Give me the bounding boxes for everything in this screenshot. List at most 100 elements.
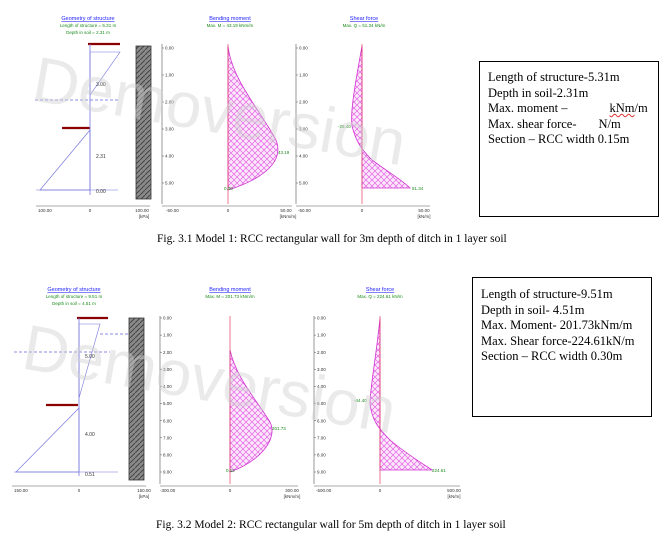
y-axis-tick-label: 5.00 — [165, 181, 174, 186]
passive-pressure-diagram — [39, 129, 91, 191]
info-length: Length of structure-9.51m — [481, 287, 613, 301]
moment-x-unit: [kNm/m] — [280, 214, 297, 219]
y-axis-tick-label: 0.00 — [165, 46, 174, 51]
shear-x-unit: [kN/m] — [448, 494, 461, 499]
moment-x-tick: 50.00 — [280, 208, 292, 213]
moment-x-tick: 0 — [227, 208, 230, 213]
shear-x-tick: 500.00 — [447, 488, 461, 493]
info-section: Section – RCC width 0.30m — [481, 349, 623, 363]
shear-x-tick: 50.00 — [418, 208, 430, 213]
y-axis-tick-label: 3.00 — [317, 367, 326, 372]
y-axis-tick-label: 4.00 — [163, 384, 172, 389]
info-moment-label: Max. moment – — [488, 101, 568, 115]
wall-section — [128, 317, 145, 481]
shear-neg-label: -44.40 — [354, 398, 367, 403]
dimension-lower: 2.31 — [96, 154, 106, 160]
y-axis-tick-label: 5.00 — [317, 401, 326, 406]
geometry-length-label: Length of structure = 9.51 m — [46, 294, 103, 299]
geometry-x-unit: [kPa] — [139, 494, 149, 499]
moment-diagram — [227, 45, 279, 191]
shear-subtitle: Max. Q = 51.34 kN/m — [343, 23, 386, 28]
geometry-title: Geometry of structure — [47, 287, 100, 293]
moment-base-label: 0.00 — [224, 186, 233, 191]
shear-x-unit: [kN/m] — [418, 214, 431, 219]
dimension-bottom: 0.51 — [85, 472, 95, 478]
geometry-title: Geometry of structure — [61, 16, 114, 22]
info-moment-unit-suffix: /m — [634, 101, 648, 115]
info-moment: Max. moment – kNm/m — [488, 101, 650, 117]
model1-caption: Fig. 3.1 Model 1: RCC rectangular wall f… — [157, 233, 507, 245]
y-axis-tick-label: 2.00 — [317, 350, 326, 355]
info-depth: Depth in soil-2.31m — [488, 85, 589, 100]
y-axis-tick-label: 0.00 — [163, 316, 172, 321]
y-axis-tick-label: 4.00 — [165, 154, 174, 159]
info-length: Length of structure-5.31m — [488, 70, 620, 84]
geometry-x-tick: 100.00 — [38, 208, 52, 213]
model1-figure: Geometry of structure Length of structur… — [28, 16, 431, 219]
watermark: Demoversion — [18, 311, 402, 447]
y-axis-tick-label: 8.00 — [163, 452, 172, 457]
wall-section — [135, 45, 152, 200]
model2-info-box: Length of structure-9.51m Depth in soil-… — [472, 277, 652, 417]
info-shear: Max. shear force- N/m — [488, 117, 650, 133]
shear-neg-label: -26.40 — [338, 124, 351, 129]
model2-figure: Geometry of structure Length of structur… — [12, 287, 461, 499]
shear-subtitle: Max. Q = 224.61 kN/m — [357, 294, 402, 299]
geometry-length-label: Length of structure = 5.31 m — [60, 23, 117, 28]
y-axis-tick-label: 7.00 — [317, 435, 326, 440]
info-moment-unit: kNm — [609, 101, 635, 115]
info-shear-label: Max. shear force- — [488, 116, 577, 131]
info-shear-unit: N/m — [598, 116, 621, 131]
y-axis-tick-label: 1.00 — [163, 333, 172, 338]
passive-pressure-diagram — [15, 407, 80, 473]
y-axis-tick-label: 1.00 — [317, 333, 326, 338]
shear-x-tick: -50.00 — [298, 208, 311, 213]
dimension-upper: 3.00 — [96, 82, 106, 88]
y-axis-tick-label: 2.00 — [299, 100, 308, 105]
y-axis-tick-label: 6.00 — [163, 418, 172, 423]
y-axis-tick-label: 7.00 — [163, 435, 172, 440]
shear-pos-label: 224.61 — [432, 468, 446, 473]
y-axis-tick-label: 3.00 — [163, 367, 172, 372]
geometry-x-unit: [kPa] — [139, 214, 149, 219]
moment-diagram — [229, 349, 273, 473]
moment-subtitle: Max. M = 201.73 kNm/m — [205, 294, 254, 299]
y-axis-tick-label: 5.00 — [299, 181, 308, 186]
moment-x-tick: 0 — [229, 488, 232, 493]
y-axis-tick-label: 4.00 — [317, 384, 326, 389]
y-axis-tick-label: 0.00 — [317, 316, 326, 321]
geometry-x-tick: 0 — [89, 208, 92, 213]
shear-pos-label: 51.34 — [412, 186, 424, 191]
info-section: Section – RCC width 0.15m — [488, 132, 630, 146]
info-depth: Depth in soil- 4.51m — [481, 302, 585, 317]
y-axis-tick-label: 6.00 — [317, 418, 326, 423]
y-axis-tick-label: 4.00 — [299, 154, 308, 159]
active-pressure-diagram — [78, 323, 101, 399]
moment-x-unit: [kNm/m] — [284, 494, 301, 499]
dimension-upper: 5.00 — [85, 354, 95, 360]
y-axis-tick-label: 2.00 — [165, 100, 174, 105]
y-axis-tick-label: 2.00 — [163, 350, 172, 355]
dimension-lower: 4.00 — [85, 432, 95, 438]
active-pressure-diagram — [89, 51, 121, 96]
y-axis-tick-label: 9.00 — [163, 470, 172, 475]
watermark: Demoversion — [28, 43, 412, 179]
moment-title: Bending moment — [209, 287, 251, 293]
model2-caption: Fig. 3.2 Model 2: RCC rectangular wall f… — [156, 519, 506, 531]
moment-x-tick: -300.00 — [160, 488, 176, 493]
geometry-x-tick: 150.00 — [14, 488, 28, 493]
info-moment: Max. Moment- 201.73kNm/m — [481, 318, 633, 332]
y-axis-tick-label: 9.00 — [317, 470, 326, 475]
y-axis-tick-label: 1.00 — [299, 73, 308, 78]
shear-x-tick: 0 — [379, 488, 382, 493]
moment-x-tick: 300.00 — [285, 488, 299, 493]
shear-diagram — [369, 317, 434, 471]
geometry-x-tick: 100.00 — [135, 208, 149, 213]
shear-x-tick: -500.00 — [316, 488, 332, 493]
y-axis-tick-label: 0.00 — [299, 46, 308, 51]
model1-info-box: Length of structure-5.31m Depth in soil-… — [479, 61, 659, 217]
moment-peak-label: 43.19 — [278, 150, 290, 155]
moment-subtitle: Max. M = 43.19 kNm/m — [207, 23, 254, 28]
shear-title: Shear force — [350, 16, 378, 22]
geometry-depth-label: Depth in soil = 4.51 m — [52, 301, 96, 306]
